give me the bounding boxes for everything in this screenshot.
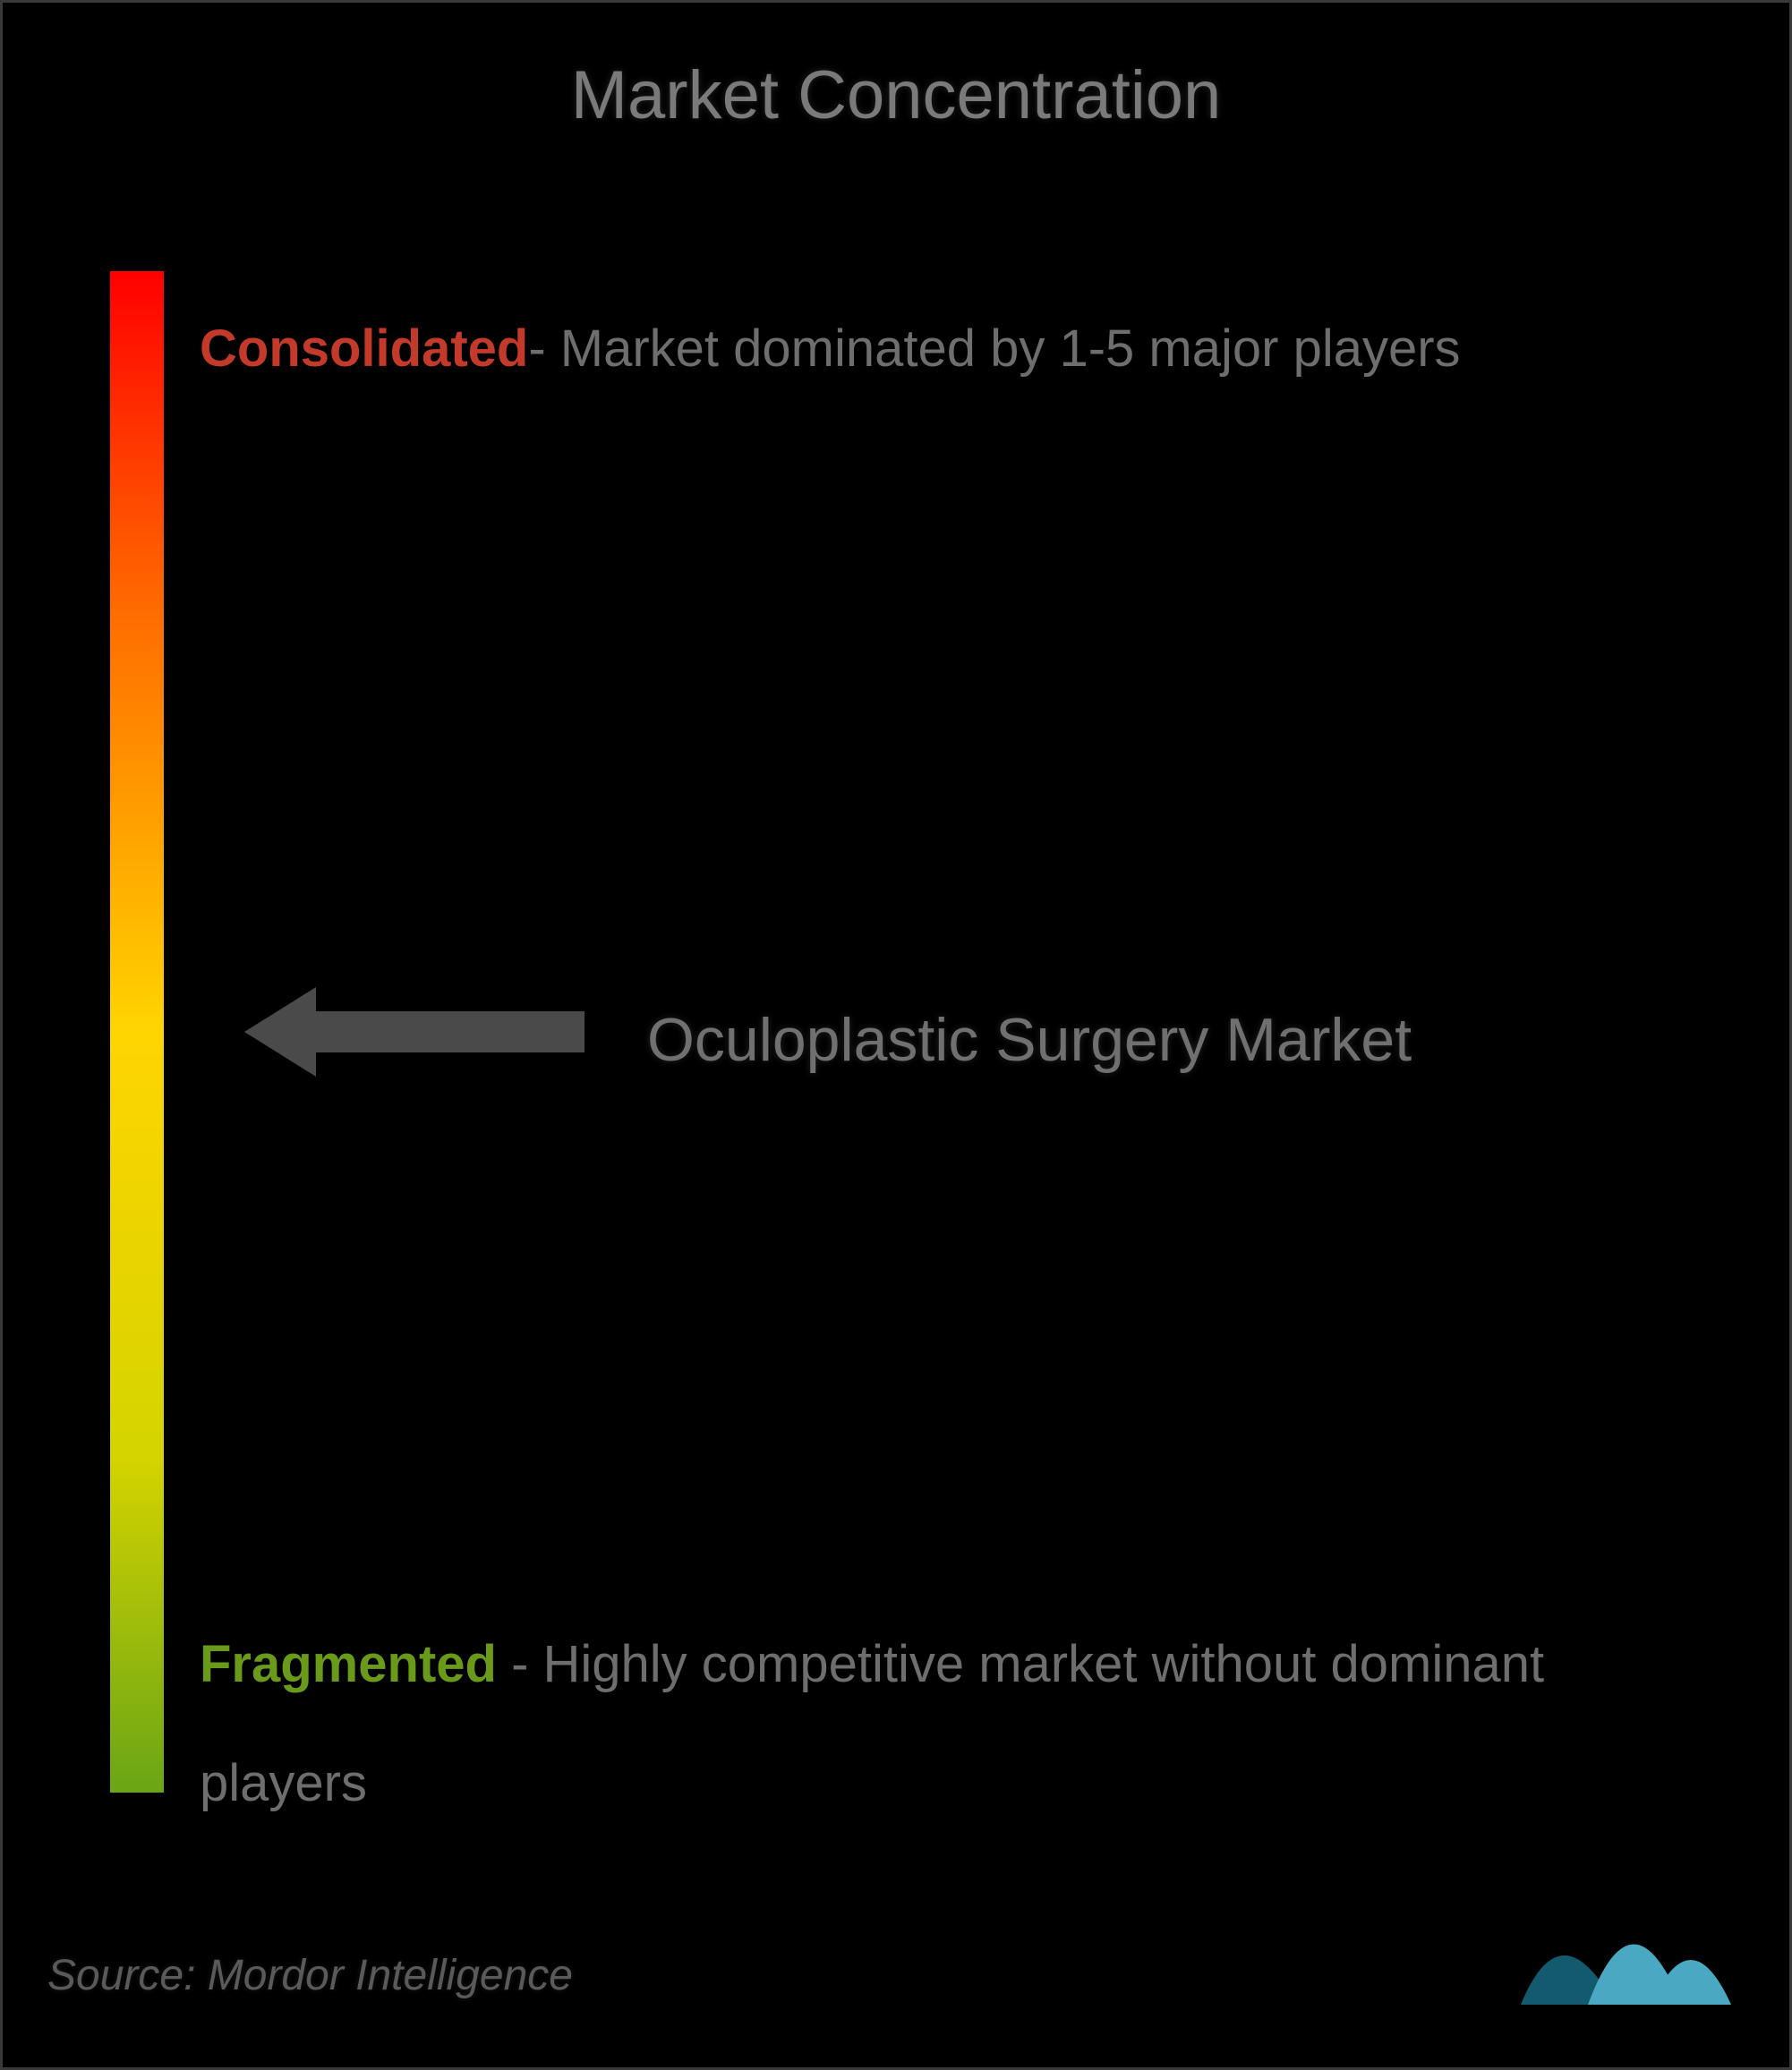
fragmented-description: Fragmented - Highly competitive market w…: [200, 1605, 1677, 1844]
consolidated-label: Consolidated: [200, 319, 528, 378]
fragmented-label: Fragmented: [200, 1635, 497, 1693]
consolidated-text: - Market dominated by 1-5 major players: [528, 319, 1460, 378]
pointer-arrow-icon: [244, 983, 585, 1081]
infographic-container: Market Concentration Consolidated- Marke…: [0, 0, 1792, 2070]
chart-title: Market Concentration: [3, 56, 1789, 134]
brand-logo-icon: [1512, 1875, 1736, 2018]
market-label: Oculoplastic Surgery Market: [647, 1005, 1412, 1075]
source-attribution: Source: Mordor Intelligence: [47, 1951, 573, 2000]
consolidated-description: Consolidated- Market dominated by 1-5 ma…: [200, 289, 1632, 408]
concentration-gradient-bar: [110, 271, 164, 1793]
